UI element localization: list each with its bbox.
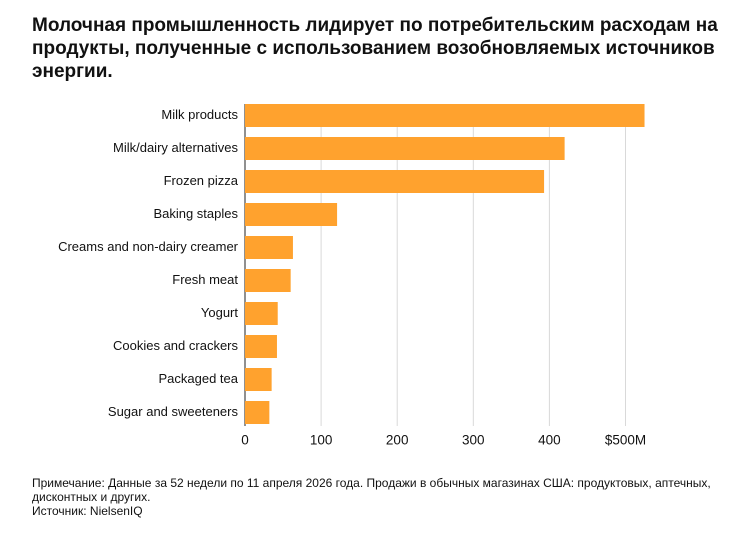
category-label: Baking staples bbox=[153, 206, 238, 221]
category-label: Yogurt bbox=[201, 305, 238, 320]
x-axis-ticks: 0 100 200 300 400 $500M bbox=[241, 433, 646, 448]
x-tick-label: 100 bbox=[310, 433, 333, 448]
bar bbox=[245, 269, 291, 292]
category-labels: Milk products Milk/dairy alternatives Froz… bbox=[58, 107, 239, 419]
category-label: Milk/dairy alternatives bbox=[113, 140, 238, 155]
bar bbox=[245, 401, 270, 424]
bar bbox=[245, 335, 277, 358]
bars bbox=[245, 104, 645, 424]
bar bbox=[245, 137, 565, 160]
category-label: Milk products bbox=[161, 107, 238, 122]
footnote: Примечание: Данные за 52 недели по 11 ап… bbox=[32, 476, 711, 504]
x-tick-label: 300 bbox=[462, 433, 485, 448]
bar bbox=[245, 170, 545, 193]
chart-footer: Примечание: Данные за 52 недели по 11 ап… bbox=[32, 476, 722, 518]
x-tick-label: $500M bbox=[605, 433, 646, 448]
x-tick-label: 0 bbox=[241, 433, 249, 448]
category-label: Sugar and sweeteners bbox=[108, 404, 239, 419]
category-label: Fresh meat bbox=[172, 272, 238, 287]
x-tick-label: 400 bbox=[538, 433, 561, 448]
category-label: Cookies and crackers bbox=[113, 338, 238, 353]
source-note: Источник: NielsenIQ bbox=[32, 504, 143, 518]
category-label: Creams and non-dairy creamer bbox=[58, 239, 239, 254]
bar bbox=[245, 203, 338, 226]
category-label: Frozen pizza bbox=[164, 173, 239, 188]
category-label: Packaged tea bbox=[158, 371, 238, 386]
chart-title: Молочная промышленность лидирует по потр… bbox=[32, 15, 718, 82]
bar bbox=[245, 302, 278, 325]
bar bbox=[245, 104, 645, 127]
bar bbox=[245, 236, 293, 259]
bar bbox=[245, 368, 272, 391]
x-tick-label: 200 bbox=[386, 433, 409, 448]
